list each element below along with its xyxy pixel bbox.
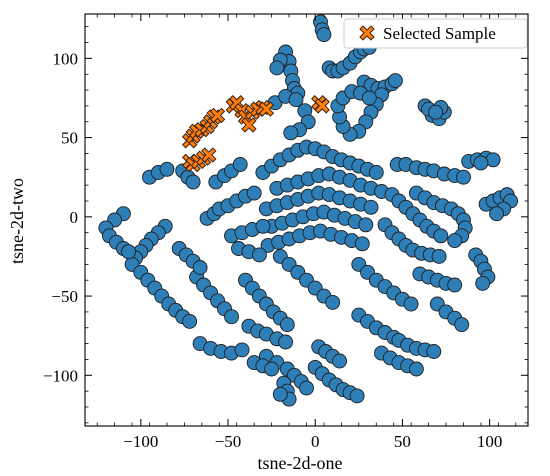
data-point — [426, 344, 442, 359]
selected-sample-point — [241, 117, 257, 133]
data-point — [454, 317, 470, 333]
data-point — [387, 73, 403, 89]
y-axis-label: tsne-2d-two — [7, 178, 27, 264]
legend-box — [343, 18, 528, 49]
data-point — [269, 60, 285, 76]
data-point — [433, 228, 449, 244]
data-point — [251, 247, 267, 263]
data-point — [361, 90, 377, 106]
x-tick-label: −50 — [215, 432, 242, 451]
data-point — [447, 233, 463, 249]
selected-sample-point — [314, 98, 330, 114]
legend-label: Selected Sample — [383, 24, 496, 43]
data-point — [182, 313, 198, 329]
data-point — [428, 104, 444, 120]
data-point — [278, 334, 294, 350]
x-tick-label: −100 — [123, 432, 158, 451]
data-point — [272, 386, 288, 402]
x-tick-label: 0 — [311, 432, 320, 451]
data-point — [354, 236, 370, 252]
y-tick-label: 100 — [53, 49, 79, 68]
axes-layer: −100 −50 0 50 100 −100 −50 0 50 100 — [43, 13, 529, 451]
legend-marker-x-icon — [359, 25, 375, 41]
data-point — [299, 380, 314, 396]
data-point — [283, 125, 299, 141]
y-tick-label: −100 — [43, 366, 78, 385]
data-point — [403, 296, 419, 312]
x-tick-label: 100 — [477, 432, 503, 451]
points-layer — [98, 14, 519, 407]
data-point — [316, 27, 332, 43]
data-point — [368, 165, 384, 180]
data-point — [349, 388, 365, 404]
legend: Selected Sample — [343, 18, 528, 49]
selected-sample-point — [201, 147, 217, 163]
y-tick-label: 0 — [70, 208, 79, 227]
data-point — [447, 277, 463, 293]
data-point — [192, 260, 208, 275]
x-axis-label: tsne-2d-one — [258, 453, 343, 473]
y-tick-label: 50 — [61, 129, 78, 148]
data-point — [363, 199, 379, 215]
data-point — [475, 275, 491, 291]
data-point — [121, 244, 137, 260]
data-point — [456, 169, 471, 185]
data-point — [431, 248, 447, 264]
data-point — [473, 155, 489, 171]
data-point — [485, 152, 501, 168]
y-tick-label: −50 — [51, 287, 78, 306]
data-point — [288, 92, 304, 108]
data-point — [264, 361, 280, 377]
x-tick-label: 50 — [394, 432, 411, 451]
legend-x-marker — [359, 25, 375, 41]
data-point — [232, 157, 248, 172]
data-point — [246, 185, 262, 201]
data-point — [408, 361, 424, 377]
data-point — [234, 342, 250, 358]
data-point — [255, 218, 271, 234]
data-point — [224, 309, 239, 325]
data-point — [489, 206, 505, 222]
data-point — [332, 353, 348, 369]
data-point — [159, 161, 175, 177]
data-point — [185, 174, 201, 190]
data-point — [358, 217, 374, 233]
selected-sample-point — [258, 101, 275, 117]
selected-sample-point — [209, 107, 226, 124]
data-point — [279, 317, 295, 333]
data-point — [325, 294, 341, 310]
